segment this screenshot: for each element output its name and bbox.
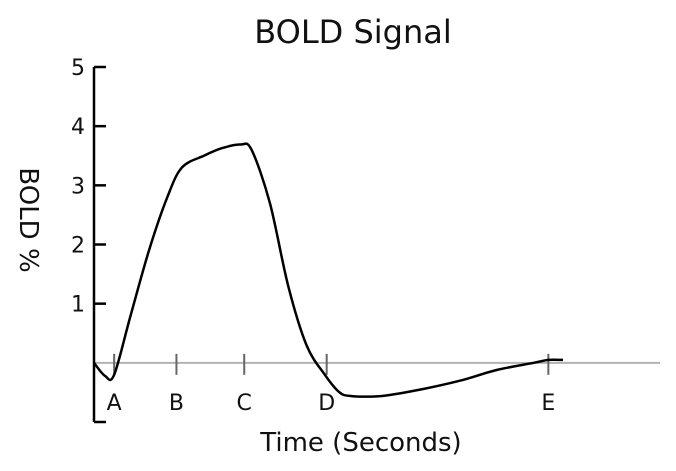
marker-label-b: B bbox=[169, 391, 184, 416]
y-ticks: 1 2 3 4 5 bbox=[71, 56, 106, 424]
marker-label-c: C bbox=[237, 391, 252, 416]
series-group bbox=[93, 142, 564, 398]
y-tick-label-2: 2 bbox=[71, 234, 85, 259]
y-tick-label-5: 5 bbox=[71, 56, 85, 81]
marker-label-e: E bbox=[541, 391, 555, 416]
y-tick-label-4: 4 bbox=[71, 115, 85, 140]
time-markers: A B C D E bbox=[107, 353, 555, 416]
y-tick-label-1: 1 bbox=[71, 293, 85, 318]
x-axis-label: Time (Seconds) bbox=[259, 428, 461, 458]
series-line-0 bbox=[93, 142, 564, 398]
y-tick-label-3: 3 bbox=[71, 174, 85, 199]
y-axis-label: BOLD % bbox=[13, 167, 43, 272]
marker-label-d: D bbox=[318, 391, 335, 416]
chart-title: BOLD Signal bbox=[254, 13, 452, 51]
marker-label-a: A bbox=[107, 391, 122, 416]
